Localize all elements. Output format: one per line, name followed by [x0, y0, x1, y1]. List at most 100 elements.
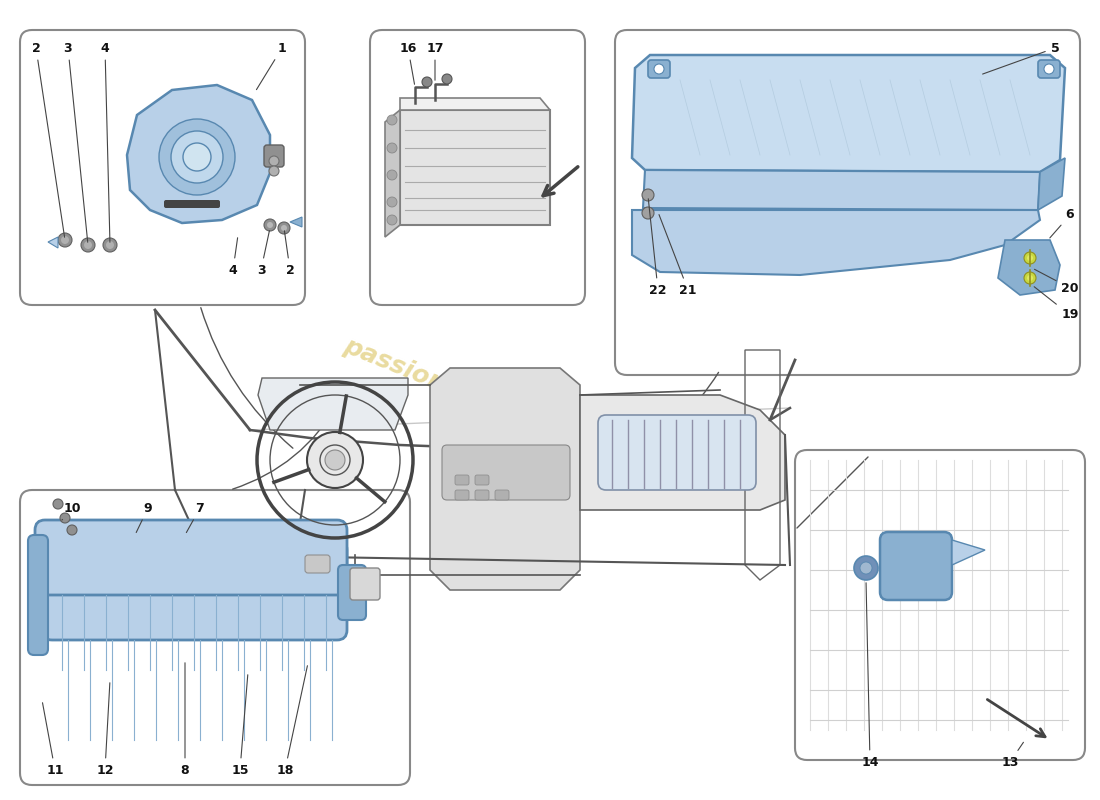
FancyBboxPatch shape [20, 490, 410, 785]
FancyBboxPatch shape [338, 565, 366, 620]
FancyBboxPatch shape [28, 535, 48, 655]
Polygon shape [126, 85, 270, 223]
FancyBboxPatch shape [475, 475, 490, 485]
Text: 14: 14 [861, 582, 879, 769]
Text: 2: 2 [285, 230, 295, 277]
Circle shape [307, 432, 363, 488]
Polygon shape [632, 210, 1040, 275]
FancyBboxPatch shape [880, 532, 952, 600]
Polygon shape [644, 170, 1040, 210]
Text: 7: 7 [186, 502, 205, 533]
Circle shape [58, 233, 72, 247]
Circle shape [387, 215, 397, 225]
Polygon shape [385, 110, 400, 237]
Circle shape [387, 170, 397, 180]
Polygon shape [48, 237, 58, 248]
Text: 4: 4 [100, 42, 110, 242]
Circle shape [60, 513, 70, 523]
Polygon shape [290, 217, 303, 227]
FancyBboxPatch shape [305, 555, 330, 573]
FancyBboxPatch shape [455, 490, 469, 500]
FancyBboxPatch shape [350, 568, 380, 600]
Text: 4: 4 [229, 238, 238, 277]
FancyBboxPatch shape [442, 445, 570, 500]
FancyBboxPatch shape [795, 450, 1085, 760]
Text: 21: 21 [659, 214, 696, 297]
Text: 12: 12 [97, 682, 113, 777]
Circle shape [387, 115, 397, 125]
Circle shape [422, 77, 432, 87]
Circle shape [642, 189, 654, 201]
FancyBboxPatch shape [475, 490, 490, 500]
Polygon shape [400, 98, 550, 110]
Text: 17: 17 [427, 42, 443, 80]
Polygon shape [1038, 158, 1065, 210]
FancyBboxPatch shape [20, 30, 305, 305]
FancyBboxPatch shape [455, 475, 469, 485]
FancyBboxPatch shape [264, 145, 284, 167]
Polygon shape [632, 55, 1065, 172]
Polygon shape [580, 395, 785, 510]
Circle shape [170, 131, 223, 183]
Text: 8: 8 [180, 662, 189, 777]
Text: 18: 18 [276, 666, 307, 777]
Circle shape [860, 562, 872, 574]
Polygon shape [998, 240, 1060, 295]
Text: 15: 15 [231, 674, 249, 777]
Circle shape [264, 219, 276, 231]
Circle shape [1024, 252, 1036, 264]
Circle shape [324, 450, 345, 470]
FancyBboxPatch shape [42, 540, 347, 640]
Text: 19: 19 [1034, 286, 1079, 322]
Circle shape [53, 499, 63, 509]
Polygon shape [400, 110, 550, 225]
Circle shape [278, 222, 290, 234]
Text: 1: 1 [256, 42, 286, 90]
Circle shape [1044, 64, 1054, 74]
Circle shape [267, 222, 273, 228]
Circle shape [103, 238, 117, 252]
Circle shape [642, 207, 654, 219]
Text: 2: 2 [32, 42, 65, 238]
Circle shape [60, 236, 69, 244]
FancyBboxPatch shape [1038, 60, 1060, 78]
Text: 22: 22 [648, 198, 667, 297]
Text: 6: 6 [1049, 209, 1075, 238]
Circle shape [1024, 272, 1036, 284]
FancyBboxPatch shape [370, 30, 585, 305]
Circle shape [387, 197, 397, 207]
FancyBboxPatch shape [495, 490, 509, 500]
Circle shape [442, 74, 452, 84]
Circle shape [280, 225, 287, 231]
Circle shape [106, 241, 114, 249]
FancyBboxPatch shape [615, 30, 1080, 375]
Circle shape [854, 556, 878, 580]
Circle shape [84, 241, 92, 249]
Text: 10: 10 [62, 502, 80, 520]
Circle shape [387, 143, 397, 153]
Text: 9: 9 [136, 502, 152, 533]
Text: 3: 3 [64, 42, 88, 242]
Circle shape [183, 143, 211, 171]
Text: 11: 11 [43, 702, 64, 777]
FancyBboxPatch shape [164, 200, 220, 208]
Text: 13: 13 [1001, 742, 1023, 769]
Circle shape [1027, 275, 1033, 281]
FancyBboxPatch shape [598, 415, 756, 490]
Text: 5: 5 [982, 42, 1059, 74]
Polygon shape [430, 368, 580, 590]
Text: 20: 20 [1034, 270, 1079, 294]
Circle shape [1027, 255, 1033, 261]
Circle shape [270, 156, 279, 166]
FancyBboxPatch shape [35, 520, 346, 595]
Circle shape [67, 525, 77, 535]
Polygon shape [952, 540, 984, 565]
Text: 3: 3 [256, 230, 270, 277]
Text: 16: 16 [399, 42, 417, 84]
Circle shape [160, 119, 235, 195]
Text: passion for parts since 1955: passion for parts since 1955 [340, 334, 719, 506]
Circle shape [654, 64, 664, 74]
Polygon shape [258, 378, 408, 430]
Circle shape [81, 238, 95, 252]
FancyBboxPatch shape [648, 60, 670, 78]
